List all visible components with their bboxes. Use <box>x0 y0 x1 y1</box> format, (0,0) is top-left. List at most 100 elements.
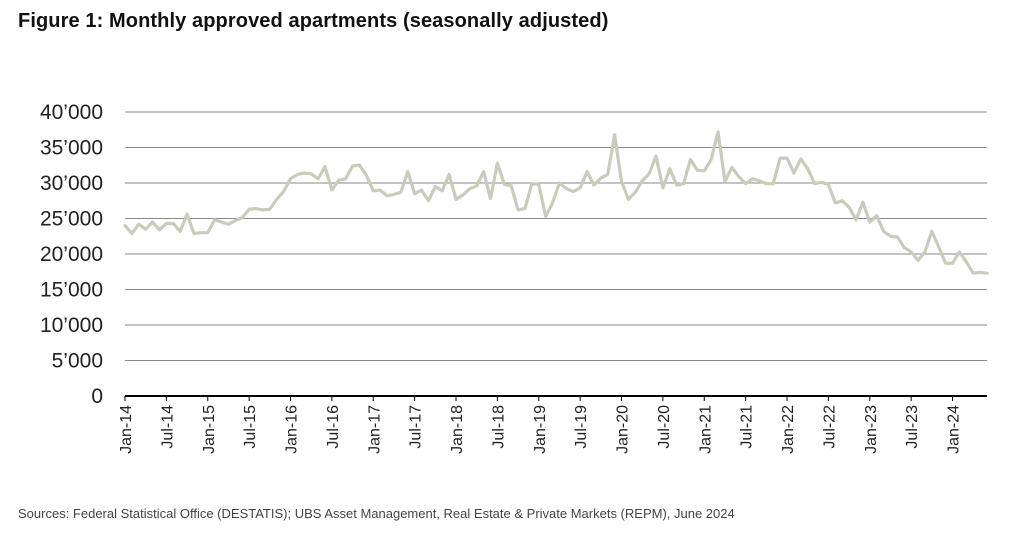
data-point <box>537 183 540 186</box>
data-point <box>516 208 520 212</box>
data-point <box>365 173 368 177</box>
x-tick-label: Jan-19 <box>532 405 549 454</box>
data-point <box>275 198 278 201</box>
source-note: Sources: Federal Statistical Office (DES… <box>18 506 735 521</box>
data-point <box>799 157 803 161</box>
data-point <box>861 200 865 204</box>
data-point <box>551 201 554 205</box>
data-point <box>123 224 127 227</box>
data-point <box>282 190 285 193</box>
data-point <box>909 250 913 254</box>
data-point <box>351 164 354 168</box>
x-tick-label: Jan-14 <box>118 405 135 454</box>
data-point <box>137 222 140 226</box>
data-point <box>820 181 823 184</box>
data-point <box>158 228 161 232</box>
data-point <box>130 232 134 235</box>
data-point <box>206 231 209 234</box>
data-point <box>751 177 754 180</box>
x-axis: Jan-14 Jul-14 Jan-15 Jul-15 Jan-16 Jul-16 Jan-… <box>118 396 963 454</box>
y-tick-label: 30’000 <box>40 172 103 195</box>
data-point <box>509 184 513 188</box>
data-point <box>234 219 237 222</box>
data-point <box>620 180 623 183</box>
gridlines <box>125 111 987 397</box>
data-point <box>661 186 665 190</box>
data-point <box>496 161 499 165</box>
data-point <box>778 156 782 160</box>
data-point <box>296 173 299 176</box>
x-tick-label: Jul-20 <box>656 405 673 449</box>
data-point <box>178 230 182 233</box>
y-tick-label: 0 <box>91 385 103 408</box>
x-tick-label: Jan-16 <box>284 405 301 454</box>
data-point <box>668 167 671 170</box>
data-point <box>654 154 658 158</box>
data-point <box>482 170 485 173</box>
data-point <box>447 173 451 176</box>
data-point <box>385 194 389 197</box>
data-point <box>730 166 734 169</box>
data-point <box>378 188 382 192</box>
data-point <box>523 207 527 210</box>
data-point <box>972 271 975 275</box>
data-point <box>634 191 637 194</box>
line-chart: 0 5’000 10’000 15’000 20’000 25’000 30’000 35’0… <box>40 101 989 454</box>
data-point <box>461 193 465 197</box>
data-point <box>834 201 837 205</box>
data-point <box>413 192 416 195</box>
data-point <box>930 230 934 233</box>
data-point <box>641 179 644 183</box>
x-tick-label: Jul-17 <box>408 405 425 449</box>
data-point <box>647 172 651 175</box>
data-point <box>592 183 596 187</box>
data-point <box>372 189 375 193</box>
data-point <box>903 246 906 249</box>
data-point <box>965 260 968 264</box>
data-point <box>392 193 396 196</box>
x-tick-label: Jan-15 <box>201 405 218 454</box>
y-tick-label: 20’000 <box>40 243 103 266</box>
y-tick-label: 35’000 <box>40 137 103 160</box>
data-point <box>785 156 789 160</box>
data-point <box>958 250 961 254</box>
data-point <box>261 208 265 212</box>
data-point <box>358 164 361 167</box>
data-point <box>289 177 292 180</box>
data-point <box>213 218 216 222</box>
x-tick-label: Jan-24 <box>946 405 963 454</box>
data-point <box>758 179 761 183</box>
data-point <box>406 170 409 173</box>
y-tick-label: 15’000 <box>40 279 103 302</box>
data-point <box>716 130 720 134</box>
data-point <box>558 181 561 185</box>
data-point <box>344 177 347 180</box>
data-point <box>268 208 272 211</box>
data-point <box>585 170 589 173</box>
data-point <box>441 189 444 193</box>
data-point <box>192 232 196 235</box>
data-point <box>475 184 478 188</box>
data-point <box>530 182 534 185</box>
series-group <box>123 130 989 275</box>
data-point <box>185 213 189 216</box>
data-point <box>827 183 830 186</box>
x-tick-label: Jan-21 <box>697 405 714 454</box>
data-point <box>578 186 582 190</box>
data-point <box>709 158 713 161</box>
data-point <box>703 169 706 173</box>
data-point <box>303 171 306 175</box>
data-point <box>572 190 575 193</box>
x-tick-label: Jan-22 <box>780 405 797 454</box>
data-point <box>544 215 547 218</box>
y-tick-label: 5’000 <box>52 350 103 373</box>
y-tick-label: 25’000 <box>40 208 103 231</box>
data-point <box>599 176 603 180</box>
data-point <box>627 198 630 201</box>
data-point <box>772 182 775 185</box>
data-point <box>682 182 685 185</box>
data-point <box>323 165 327 168</box>
data-point <box>696 169 699 172</box>
data-point <box>944 262 947 265</box>
data-point <box>875 214 878 217</box>
